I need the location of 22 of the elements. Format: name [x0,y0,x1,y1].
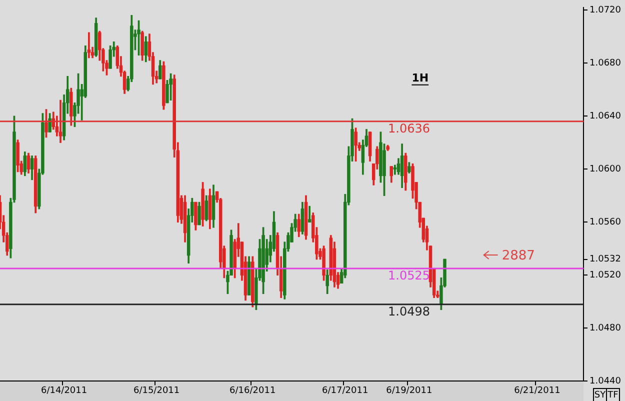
y-tick-label: 1.0640 [590,111,622,122]
y-tick-label: 1.0532 [590,254,622,265]
annotation: 1H [412,71,429,84]
y-tick-label: 1.0520 [590,270,622,280]
y-tick-label: 1.0680 [590,58,622,68]
x-tick-label: 6/21/2011 [514,386,560,396]
x-tick-label: 6/16/2011 [230,386,276,396]
x-tick-label: 6/17/2011 [322,386,368,396]
y-tick-label: 1.0600 [590,164,622,174]
text: SY [594,390,606,400]
ref-line-label: 1.0498 [388,304,430,318]
text: TF [606,390,618,400]
ref-line-label: 1.0636 [388,122,430,136]
y-tick-label: 1.0480 [590,324,622,334]
y-tick-label: 1.0560 [590,217,622,228]
annotation: 2887 [502,248,535,264]
x-tick-label: 6/19/2011 [386,386,432,396]
ref-line-label: 1.0525 [388,268,430,283]
y-tick-label: 1.0440 [590,376,622,387]
x-tick-label: 6/15/2011 [133,386,180,396]
x-tick-label: 6/14/2011 [40,386,88,396]
y-tick-label: 1.0720 [590,5,622,16]
